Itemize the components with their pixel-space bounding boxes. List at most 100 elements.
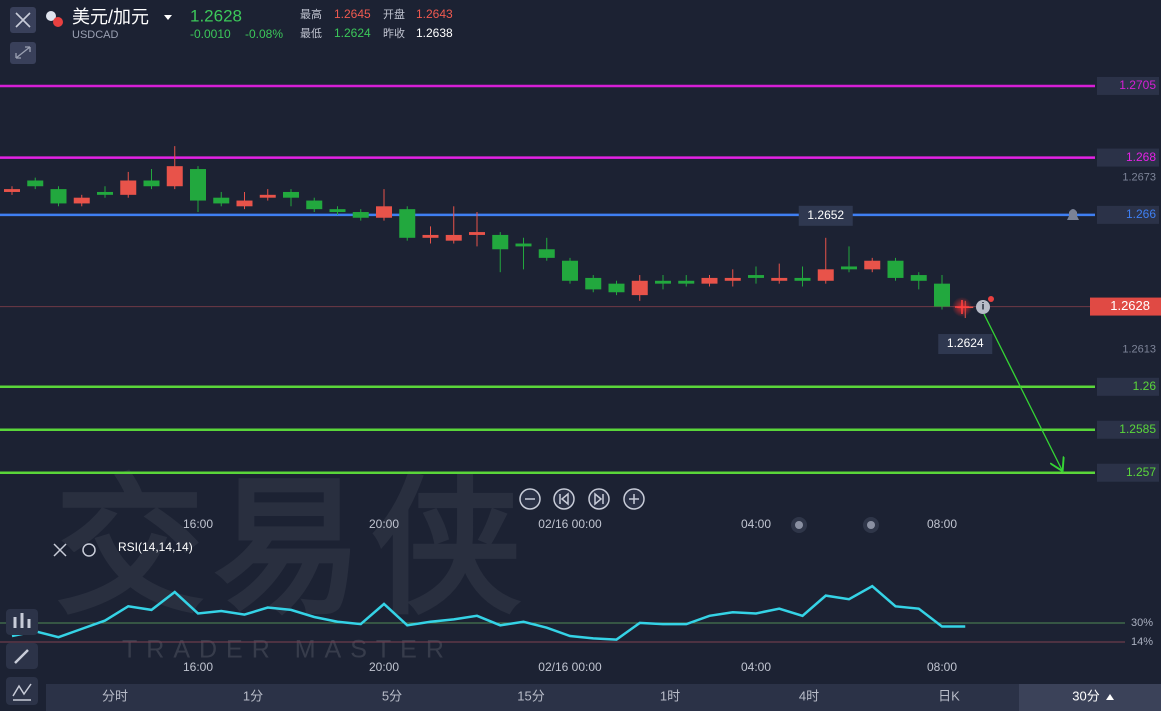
step-forward[interactable]	[588, 488, 610, 510]
last-price-label: 1.2628	[1110, 298, 1150, 313]
rsi-line	[11, 584, 966, 641]
y-tick-label: 1.2673	[1122, 172, 1156, 184]
timeframe-active-label[interactable]: 30分	[1072, 688, 1099, 703]
level-label: 1.266	[1126, 207, 1156, 221]
level-label: 1.257	[1126, 465, 1156, 479]
timeframe-tab[interactable]: 5分	[382, 688, 402, 703]
level-label-box	[1097, 420, 1159, 439]
rsi-tick-label: 30%	[1131, 617, 1153, 629]
stat-label: 最高	[300, 7, 322, 21]
timeframe-tab[interactable]: 分时	[102, 688, 128, 703]
candle-body	[329, 209, 346, 213]
timeframe-tab[interactable]: 1时	[660, 688, 680, 703]
price-note-box	[938, 334, 993, 355]
scroll-dot-core	[795, 521, 803, 529]
candle-body	[631, 280, 648, 296]
rsi-settings[interactable]	[82, 543, 96, 557]
candle-body	[492, 234, 509, 250]
candle-body	[166, 166, 183, 187]
candle-body	[27, 180, 44, 187]
scroll-dot-core	[867, 521, 875, 529]
x-tick-label: 08:00	[927, 517, 957, 531]
rsi-close[interactable]	[53, 543, 67, 557]
change-pct: -0.08%	[245, 27, 283, 41]
candle-body	[445, 234, 462, 241]
candle-body	[817, 269, 834, 281]
candle-body	[655, 280, 671, 284]
timeframe-active-tab[interactable]	[1019, 684, 1161, 711]
candle-body	[50, 189, 67, 204]
stat-value: 1.2624	[334, 26, 371, 40]
rsi-tick-label: 14%	[1131, 636, 1153, 648]
x-tick-label: 04:00	[741, 517, 771, 531]
candle-body	[794, 277, 811, 281]
candle-body	[562, 260, 578, 281]
flag-us	[46, 11, 56, 21]
x-tick-label: 16:00	[183, 517, 213, 531]
timeframe-tab[interactable]: 15分	[517, 688, 544, 703]
info-icon[interactable]	[976, 300, 990, 314]
rsi-title: RSI(14,14,14)	[118, 540, 193, 554]
y-tick-label: 1.2613	[1122, 343, 1156, 355]
price-note-box	[798, 205, 853, 226]
candle-body	[538, 249, 555, 258]
candle-body	[934, 283, 950, 307]
tool-compare-icon	[12, 683, 32, 701]
step-forward-icon	[594, 492, 604, 506]
info-dot	[988, 296, 994, 302]
level-label: 1.26	[1133, 379, 1157, 393]
zoom-in-icon	[629, 494, 639, 504]
timeframe-caret	[1106, 694, 1114, 700]
timeframe-tabs: 分时 1分 5分 15分 1时 4时 日K	[102, 688, 960, 703]
step-back[interactable]	[553, 488, 575, 510]
candle-body	[97, 191, 113, 195]
candle-body	[422, 234, 439, 238]
timeframe-tab[interactable]: 1分	[243, 688, 263, 703]
candle-body	[771, 277, 788, 281]
alert-bell[interactable]	[1067, 209, 1079, 220]
stat-value: 1.2643	[416, 7, 453, 21]
rsi-plot: 30% 14%	[0, 584, 1153, 648]
candle-body	[469, 232, 485, 235]
pair-name[interactable]: 美元/加元	[72, 7, 149, 27]
candle-body	[748, 275, 764, 278]
candle-body	[306, 200, 323, 210]
x-tick-label: 20:00	[369, 660, 399, 674]
candle-body	[515, 243, 532, 247]
x-tick-label: 02/16 00:00	[538, 660, 602, 674]
close-icon	[15, 12, 31, 28]
level-label: 1.268	[1126, 150, 1156, 164]
step-back-icon	[559, 492, 569, 506]
timeframe-tab[interactable]: 4时	[799, 688, 819, 703]
timeframe-bar	[46, 684, 1019, 711]
candle-body	[259, 194, 276, 198]
level-label-box	[1097, 377, 1159, 396]
tool-draw-icon	[14, 649, 29, 664]
change: -0.0010	[190, 27, 231, 41]
candle-body	[910, 275, 927, 281]
candle-body	[399, 209, 416, 238]
price-note: 1.2624	[947, 336, 984, 350]
candle-body	[143, 180, 160, 187]
level-label-box	[1097, 463, 1159, 482]
price-plot: 1.2673 1.2613 1.2705 1.268 1.266 1.26 1.2585 1.…	[0, 76, 1161, 674]
shrink-icon	[15, 46, 31, 59]
x-tick-label: 04:00	[741, 660, 771, 674]
candle-body	[352, 212, 369, 218]
timeframe-tab[interactable]: 日K	[938, 688, 960, 703]
level-label-box	[1097, 205, 1159, 224]
watermark-brand-en: TRADER MASTER	[122, 636, 453, 664]
x-tick-label: 08:00	[927, 660, 957, 674]
x-tick-label: 16:00	[183, 660, 213, 674]
pair-dropdown[interactable]	[164, 15, 172, 20]
candle-body	[73, 197, 90, 204]
stat-label: 开盘	[383, 7, 405, 21]
watermark-brand: 交易侠	[55, 464, 529, 632]
candle-body	[213, 197, 230, 204]
x-tick-label: 02/16 00:00	[538, 517, 602, 531]
info-glyph: i	[982, 302, 985, 313]
stat-value: 1.2638	[416, 26, 453, 40]
